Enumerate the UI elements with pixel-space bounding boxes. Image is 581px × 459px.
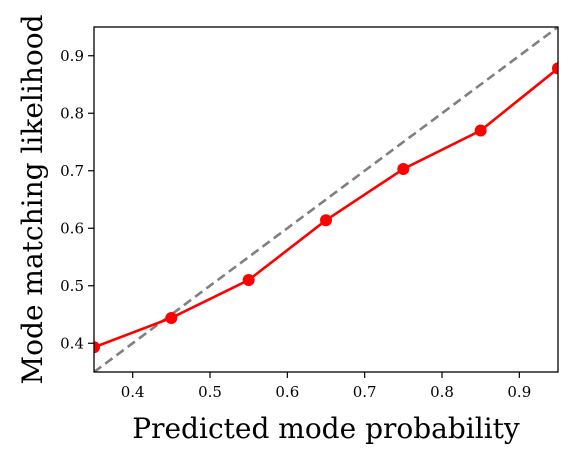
data-point — [242, 274, 255, 286]
y-tick-label: 0.4 — [60, 334, 84, 352]
y-tick-label: 0.6 — [60, 219, 84, 237]
plot-frame — [93, 26, 559, 373]
y-tick-label: 0.5 — [60, 277, 84, 295]
x-axis-ticks: 0.4 0.5 0.6 0.7 0.8 0.9 — [121, 372, 531, 401]
data-point — [165, 311, 178, 324]
y-axis-ticks: 0.4 0.5 0.6 0.7 0.8 0.9 — [60, 47, 94, 352]
y-axis-label: Mode matching likelihood — [16, 14, 49, 384]
data-point — [94, 341, 100, 354]
y-tick-label: 0.9 — [60, 47, 84, 65]
data-point — [474, 124, 487, 137]
x-tick-label: 0.5 — [198, 383, 222, 401]
reference-diagonal-line — [94, 27, 558, 372]
x-tick-label: 0.8 — [430, 383, 454, 401]
x-tick-label: 0.9 — [507, 383, 531, 401]
x-tick-label: 0.6 — [275, 383, 299, 401]
x-tick-label: 0.4 — [121, 383, 145, 401]
data-point — [397, 163, 410, 176]
x-tick-label: 0.7 — [353, 383, 377, 401]
y-tick-label: 0.8 — [60, 104, 84, 122]
x-axis-label: Predicted mode probability — [132, 412, 520, 445]
plot-area — [94, 27, 558, 372]
y-tick-label: 0.7 — [60, 162, 84, 180]
data-point — [552, 62, 558, 75]
data-point — [320, 214, 332, 227]
series-line — [94, 67, 558, 349]
